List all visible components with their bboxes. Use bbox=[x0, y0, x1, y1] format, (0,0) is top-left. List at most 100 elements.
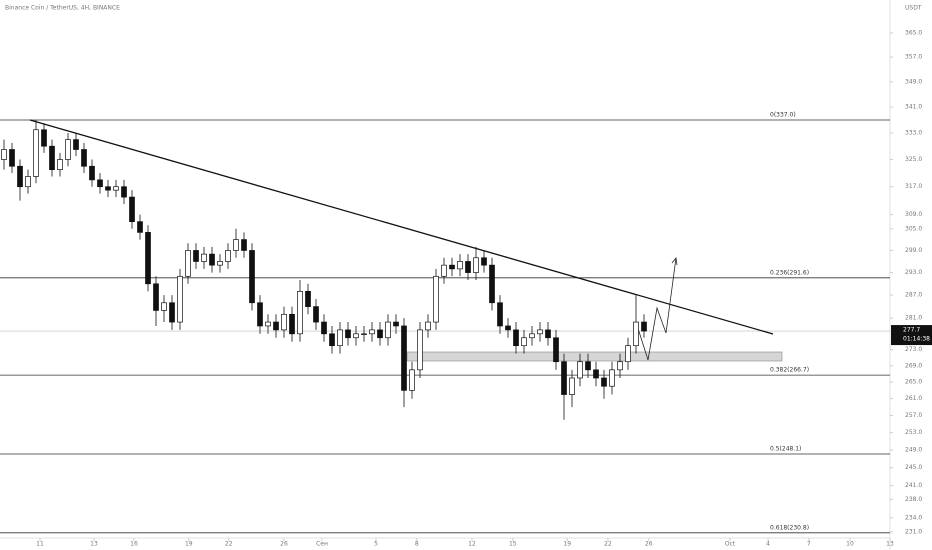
candle-body bbox=[329, 333, 335, 347]
candle-body bbox=[89, 165, 95, 181]
candle-body bbox=[633, 321, 639, 347]
candle-body bbox=[489, 264, 495, 304]
y-tick-label: 299.0 bbox=[905, 247, 922, 254]
candle-body bbox=[81, 149, 87, 167]
y-tick-label: 341.0 bbox=[905, 104, 922, 111]
candle-body bbox=[201, 253, 207, 262]
y-tick-label: 234.0 bbox=[905, 514, 922, 521]
candle-body bbox=[337, 329, 343, 347]
candle-body bbox=[521, 337, 527, 347]
x-tick-label: 5 bbox=[374, 541, 378, 548]
candle-body bbox=[609, 369, 615, 387]
x-tick-label: 4 bbox=[766, 541, 770, 548]
candle-body bbox=[209, 253, 215, 266]
x-tick-label: 8 bbox=[415, 541, 419, 548]
x-tick-label: 10 bbox=[846, 541, 854, 548]
candle-body bbox=[617, 361, 623, 371]
x-tick-label: 15 bbox=[509, 541, 517, 548]
candle-body bbox=[217, 261, 223, 266]
x-tick-label: 26 bbox=[645, 541, 653, 548]
candle-body bbox=[1, 149, 7, 160]
x-tick-label: Oct bbox=[725, 541, 736, 548]
y-tick-label: 309.0 bbox=[905, 211, 922, 218]
candle-body bbox=[257, 302, 263, 327]
candle-body bbox=[409, 369, 415, 391]
candle-body bbox=[49, 145, 55, 171]
y-tick-label: 357.0 bbox=[905, 54, 922, 61]
x-tick-label: 26 bbox=[280, 541, 288, 548]
candle-body bbox=[145, 232, 151, 285]
candle-body bbox=[265, 321, 271, 327]
candle-body bbox=[561, 361, 567, 395]
candle-body bbox=[289, 313, 295, 335]
y-tick-label: 257.0 bbox=[905, 412, 922, 419]
candle-body bbox=[537, 329, 543, 335]
y-tick-label: 281.0 bbox=[905, 315, 922, 322]
y-tick-label: 305.0 bbox=[905, 225, 922, 232]
fib-label: 0.382(266.7) bbox=[770, 367, 809, 374]
candle-body bbox=[297, 290, 303, 335]
candle-body bbox=[25, 176, 31, 188]
x-tick-label: 13 bbox=[90, 541, 98, 548]
x-tick-label: 22 bbox=[604, 541, 612, 548]
candle-body bbox=[153, 283, 159, 311]
candle-body bbox=[505, 325, 511, 331]
candle-body bbox=[105, 186, 111, 191]
y-tick-label: 265.0 bbox=[905, 379, 922, 386]
candle-body bbox=[193, 250, 199, 262]
x-tick-label: 22 bbox=[225, 541, 233, 548]
candle-body bbox=[225, 250, 231, 262]
candle-body bbox=[241, 239, 247, 251]
candle-body bbox=[641, 321, 647, 332]
candle-body bbox=[625, 345, 631, 363]
price-badge-countdown: 01:14:38 bbox=[903, 336, 930, 343]
candle-body bbox=[249, 250, 255, 304]
y-tick-label: 269.0 bbox=[905, 362, 922, 369]
candle-body bbox=[473, 257, 479, 273]
y-tick-label: 241.0 bbox=[905, 482, 922, 489]
candle-body bbox=[9, 149, 15, 167]
candle-body bbox=[553, 337, 559, 363]
candle-body bbox=[393, 321, 399, 327]
candle-body bbox=[97, 179, 103, 188]
y-tick-label: 317.0 bbox=[905, 183, 922, 190]
fib-label: 0.236(291.6) bbox=[770, 269, 809, 276]
candle-body bbox=[313, 306, 319, 323]
candle-body bbox=[321, 321, 327, 335]
candle-body bbox=[417, 329, 423, 371]
y-tick-label: 245.0 bbox=[905, 464, 922, 471]
y-tick-label: 253.0 bbox=[905, 429, 922, 436]
candle-body bbox=[65, 139, 71, 160]
candle-body bbox=[57, 159, 63, 171]
candle-body bbox=[281, 313, 287, 331]
candle-body bbox=[353, 333, 359, 339]
candle-body bbox=[481, 257, 487, 266]
y-tick-label: 273.0 bbox=[905, 346, 922, 353]
y-tick-label: 287.0 bbox=[905, 292, 922, 299]
candle-body bbox=[401, 325, 407, 391]
candle-body bbox=[577, 361, 583, 379]
fib-label: 0.618(230.8) bbox=[770, 524, 809, 531]
candle-body bbox=[305, 290, 311, 307]
candle-body bbox=[169, 302, 175, 323]
y-tick-label: 231.0 bbox=[905, 528, 922, 535]
candle-body bbox=[185, 250, 191, 277]
candle-body bbox=[529, 333, 535, 339]
x-tick-label: 19 bbox=[563, 541, 571, 548]
y-tick-label: 249.0 bbox=[905, 447, 922, 454]
candle-body bbox=[569, 377, 575, 395]
candle-body bbox=[377, 329, 383, 339]
candle-body bbox=[41, 129, 47, 147]
x-tick-label: 16 bbox=[130, 541, 138, 548]
fib-label: 0.5(248.1) bbox=[770, 445, 801, 452]
candle-body bbox=[465, 261, 471, 273]
support-zone bbox=[406, 351, 783, 362]
candle-body bbox=[369, 329, 375, 335]
y-tick-label: 349.0 bbox=[905, 78, 922, 85]
candle-body bbox=[113, 186, 119, 191]
candle-body bbox=[137, 221, 143, 233]
candle-body bbox=[545, 329, 551, 339]
projection bbox=[635, 257, 677, 361]
candle-body bbox=[17, 165, 23, 188]
